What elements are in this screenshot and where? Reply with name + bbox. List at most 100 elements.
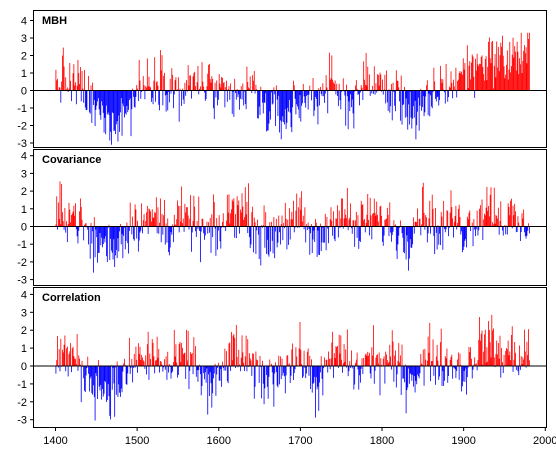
bar xyxy=(380,205,382,227)
bar xyxy=(198,366,200,371)
bar xyxy=(82,88,84,91)
bar xyxy=(237,366,239,368)
bar xyxy=(172,366,174,372)
bar xyxy=(412,366,414,376)
bar xyxy=(88,226,89,245)
bar xyxy=(512,37,514,91)
bar xyxy=(62,47,64,91)
bar xyxy=(96,366,98,377)
bar xyxy=(441,82,443,91)
bar xyxy=(395,224,396,227)
bar xyxy=(409,366,411,374)
bar xyxy=(453,86,455,91)
bar xyxy=(271,90,273,105)
bar xyxy=(139,346,141,366)
bar xyxy=(143,214,145,227)
bar xyxy=(168,90,169,92)
bar xyxy=(119,90,121,113)
bar xyxy=(405,90,407,99)
bar xyxy=(515,70,517,91)
bar xyxy=(328,358,330,366)
bar xyxy=(342,366,343,373)
bar xyxy=(482,66,484,91)
bar xyxy=(125,90,127,115)
bar xyxy=(264,366,266,389)
bar xyxy=(276,226,278,248)
bar xyxy=(139,80,141,91)
bar xyxy=(181,342,183,366)
bar xyxy=(280,366,282,380)
bar xyxy=(346,90,348,97)
bar xyxy=(392,226,394,232)
bar xyxy=(478,66,480,91)
x-tick-label: 1700 xyxy=(288,435,312,447)
bar xyxy=(440,328,442,366)
y-tick-label: 1 xyxy=(21,68,27,80)
bar xyxy=(416,366,418,385)
bar xyxy=(116,90,118,122)
bar xyxy=(271,366,273,373)
bar xyxy=(93,217,95,227)
bar xyxy=(146,205,148,227)
bar xyxy=(163,366,165,368)
bar xyxy=(509,215,511,227)
bar xyxy=(57,335,58,366)
bar xyxy=(320,90,322,94)
bar xyxy=(176,362,178,366)
bar xyxy=(499,55,501,91)
bar xyxy=(436,90,438,98)
bar xyxy=(121,90,123,136)
bar xyxy=(482,226,484,240)
bar xyxy=(126,90,128,106)
bar xyxy=(444,356,446,366)
bar xyxy=(93,226,94,273)
bar xyxy=(520,226,522,232)
bar xyxy=(453,226,454,238)
y-tick-label: 4 xyxy=(21,16,27,28)
bar xyxy=(409,90,411,92)
bar xyxy=(387,363,389,366)
bar xyxy=(84,70,85,91)
bar xyxy=(188,226,190,230)
x-tick-label: 1900 xyxy=(451,435,475,447)
bar xyxy=(184,352,186,366)
bar xyxy=(457,222,458,227)
bar xyxy=(423,90,425,117)
bar xyxy=(311,359,312,366)
bar xyxy=(249,226,251,249)
bar xyxy=(422,90,423,107)
bar xyxy=(125,366,127,385)
bar xyxy=(65,366,67,372)
bar xyxy=(425,215,427,227)
bar xyxy=(348,90,350,102)
bar xyxy=(274,90,276,95)
bar xyxy=(439,65,441,91)
bar xyxy=(103,366,105,394)
y-tick-label: 4 xyxy=(21,151,27,163)
bar xyxy=(404,86,405,91)
bar xyxy=(486,347,488,366)
bar xyxy=(243,362,245,366)
bar xyxy=(516,41,518,91)
bar xyxy=(113,226,115,240)
bar xyxy=(68,202,70,227)
bar xyxy=(195,226,197,237)
bar xyxy=(57,202,59,227)
bar xyxy=(95,90,97,110)
bar xyxy=(213,90,214,109)
bar xyxy=(441,366,443,386)
bar xyxy=(511,335,512,366)
bar xyxy=(70,343,72,366)
bar xyxy=(142,220,144,227)
bar xyxy=(369,366,371,374)
bar xyxy=(108,366,110,397)
bar xyxy=(94,90,96,127)
bar xyxy=(413,366,415,377)
bar xyxy=(450,357,452,366)
bar xyxy=(433,67,435,91)
bar xyxy=(465,226,467,239)
bar xyxy=(99,90,101,115)
bar xyxy=(294,366,296,370)
bar xyxy=(316,226,318,257)
bar xyxy=(177,366,179,375)
